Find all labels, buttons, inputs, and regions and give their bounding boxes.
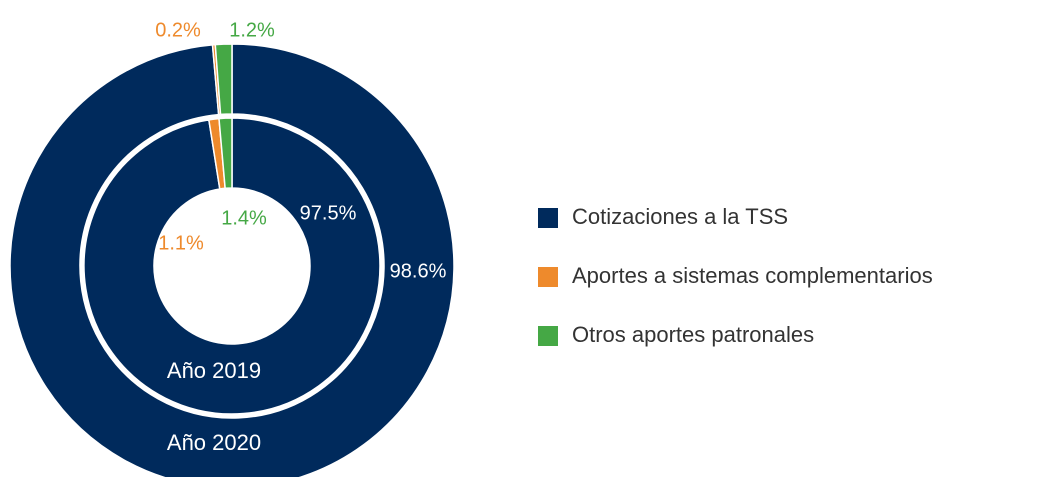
ring-label: Año 2020 <box>167 430 261 455</box>
value-label: 97.5% <box>300 202 357 224</box>
value-label: 0.2% <box>155 19 201 41</box>
value-label: 1.4% <box>221 207 267 229</box>
legend-label: Otros aportes patronales <box>572 322 814 347</box>
value-label: 1.2% <box>229 19 275 41</box>
donut-segment <box>83 117 381 415</box>
donut-segment <box>218 117 233 190</box>
value-label: 1.1% <box>158 232 204 254</box>
ring-label: Año 2019 <box>167 358 261 383</box>
value-label: 98.6% <box>390 260 447 282</box>
donut-segment <box>9 43 455 477</box>
legend-label: Cotizaciones a la TSS <box>572 204 788 229</box>
legend-label: Aportes a sistemas complementarios <box>572 263 933 288</box>
legend-swatch <box>538 267 558 287</box>
legend-swatch <box>538 326 558 346</box>
donut-segment <box>214 43 233 116</box>
legend-swatch <box>538 208 558 228</box>
